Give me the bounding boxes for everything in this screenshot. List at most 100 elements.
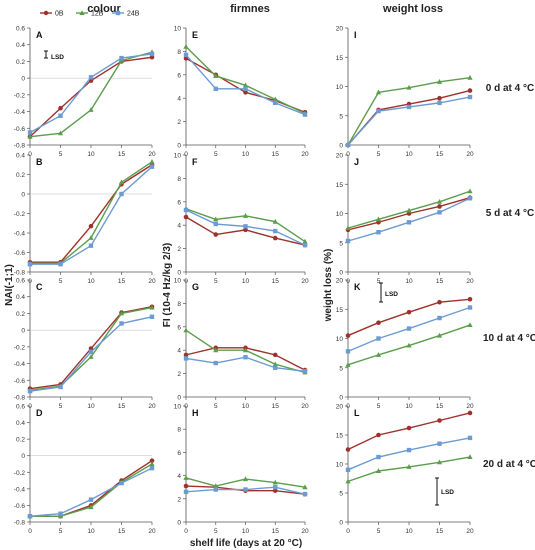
row-labels: 0 d at 4 °C 5 d at 4 °C 10 d at 4 °C 20 … — [483, 83, 535, 470]
x-tick-label: 5 — [214, 528, 218, 535]
x-tick-label: 0 — [184, 151, 188, 158]
column-title-colour: colour — [87, 3, 121, 15]
point-12B — [345, 225, 351, 231]
x-axis-label: shelf life (days at 20 °C) — [190, 538, 302, 549]
y-tick-label: 5 — [339, 113, 343, 120]
y-tick-label: 20 — [336, 26, 344, 33]
point-24B — [376, 336, 381, 341]
panel-G: 024681005101520G — [174, 278, 309, 411]
series-line-0B — [29, 56, 153, 138]
point-24B — [183, 207, 189, 213]
point-0B — [88, 223, 94, 229]
y-tick-label: 0 — [21, 328, 25, 335]
y-tick-label: 0 — [177, 520, 181, 527]
point-24B — [88, 497, 94, 502]
panel-letter: D — [36, 408, 43, 418]
point-24B — [119, 191, 124, 197]
x-tick-label: 20 — [301, 278, 309, 285]
y-tick-label: 0.2 — [16, 172, 25, 179]
panel-B: -0.8-0.6-0.4-0.200.20.405101520B — [14, 153, 156, 286]
y-tick-label: 0.4 — [16, 153, 25, 160]
x-tick-label: 0 — [346, 151, 350, 158]
y-tick-label: 10 — [174, 404, 182, 411]
point-24B — [149, 51, 155, 57]
point-24B — [183, 52, 189, 58]
y-tick-label: 4 — [177, 96, 181, 103]
y-label-colour: NAI(-1;1) — [4, 264, 15, 306]
point-12B — [88, 235, 94, 240]
y-tick-label: 10 — [174, 26, 182, 33]
lsd-weight-l-label: LSD — [441, 489, 454, 496]
legend: 0B 12B 24B — [40, 10, 140, 18]
point-12B — [242, 476, 249, 482]
x-tick-label: 20 — [148, 403, 156, 410]
x-tick-label: 15 — [118, 403, 126, 410]
x-tick-label: 15 — [436, 278, 444, 285]
point-24B — [273, 100, 278, 106]
y-tick-label: 8 — [177, 427, 181, 434]
point-0B — [183, 483, 189, 489]
point-0B — [406, 309, 412, 315]
point-0B — [345, 333, 351, 338]
point-24B — [406, 104, 412, 110]
series-line-24B — [30, 166, 153, 265]
x-tick-label: 15 — [272, 151, 280, 158]
y-tick-label: 0.2 — [16, 437, 25, 444]
y-tick-label: -0.2 — [14, 470, 26, 477]
column-titles: colour firmnes weight loss — [87, 3, 443, 15]
point-24B — [213, 360, 218, 366]
x-tick-label: 20 — [148, 151, 156, 158]
y-tick-label: 10 — [336, 462, 344, 469]
y-tick-label: 10 — [174, 278, 182, 285]
y-tick-label: -0.6 — [14, 250, 26, 257]
lsd-weight-k-label: LSD — [385, 291, 398, 298]
point-0B — [272, 488, 278, 493]
x-tick-label: 15 — [272, 528, 280, 535]
y-tick-label: 15 — [336, 55, 344, 62]
x-tick-label: 20 — [148, 278, 156, 285]
x-tick-label: 5 — [377, 151, 381, 158]
y-tick-label: -0.4 — [14, 361, 26, 368]
x-tick-label: 0 — [346, 528, 350, 535]
point-12B — [88, 354, 94, 359]
point-12B — [213, 483, 219, 489]
y-tick-label: -0.8 — [14, 143, 26, 150]
point-12B — [272, 479, 278, 485]
point-24B — [119, 55, 124, 61]
x-tick-label: 10 — [242, 528, 250, 535]
x-tick-label: 5 — [377, 528, 381, 535]
x-tick-label: 5 — [377, 278, 381, 285]
panel-letter: I — [354, 30, 357, 40]
x-tick-label: 20 — [301, 151, 309, 158]
point-24B — [213, 221, 218, 227]
y-tick-label: 10 — [336, 211, 344, 218]
point-12B — [406, 342, 412, 348]
point-24B — [467, 305, 473, 310]
y-tick-label: 0.6 — [16, 278, 25, 285]
point-24B — [243, 355, 248, 360]
x-tick-label: 10 — [87, 151, 95, 158]
legend-label-12B: 12B — [91, 11, 104, 18]
point-24B — [376, 108, 381, 114]
panel-letter: L — [354, 408, 360, 418]
x-tick-label: 20 — [466, 151, 474, 158]
panel-F: 024681005101520F — [174, 153, 309, 286]
point-24B — [345, 238, 351, 244]
point-24B — [119, 480, 124, 486]
x-tick-label: 20 — [301, 403, 309, 410]
y-tick-label: -0.8 — [14, 395, 26, 402]
point-12B — [406, 207, 412, 213]
y-tick-label: -0.6 — [14, 378, 26, 385]
panel-H: 0 2 4 6 8 10 0 5 10 15 20 H — [174, 404, 309, 536]
point-0B — [272, 235, 278, 241]
legend-label-24B: 24B — [127, 11, 140, 18]
x-tick-label: 0 — [184, 528, 188, 535]
x-tick-label: 15 — [118, 528, 126, 535]
y-tick-label: -0.8 — [14, 270, 26, 277]
point-12B — [375, 468, 382, 473]
y-tick-label: 20 — [336, 278, 344, 285]
y-tick-label: 0.6 — [16, 26, 25, 33]
panel-letter: J — [354, 157, 359, 167]
point-24B — [183, 489, 189, 495]
y-tick-label: 0 — [21, 192, 25, 199]
